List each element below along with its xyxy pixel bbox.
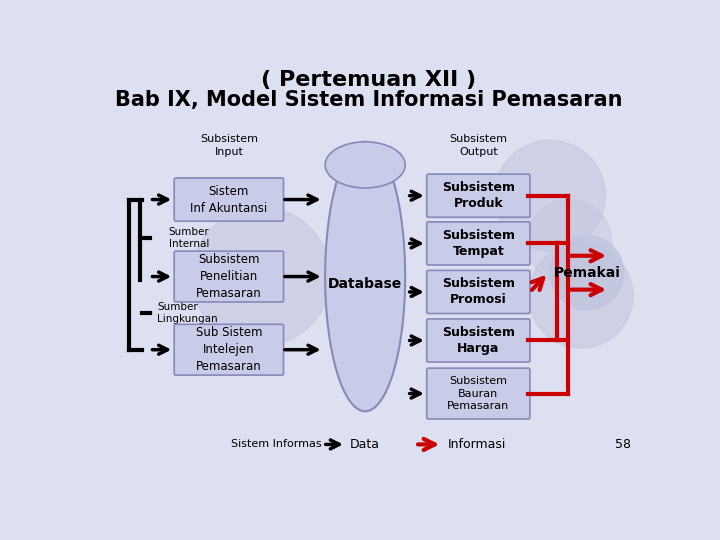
Text: Data: Data [350,438,379,451]
Circle shape [550,236,624,309]
FancyBboxPatch shape [174,325,284,375]
Text: Sumber
Lingkungan: Sumber Lingkungan [157,301,218,324]
Circle shape [527,200,611,284]
Text: Subsistem
Tempat: Subsistem Tempat [442,229,515,258]
Text: Pemakai: Pemakai [554,266,621,280]
FancyBboxPatch shape [174,178,284,221]
Text: Database: Database [328,277,402,291]
Text: Subsistem
Bauran
Pemasaran: Subsistem Bauran Pemasaran [447,376,510,411]
Text: Subsistem
Promosi: Subsistem Promosi [442,278,515,306]
Text: Sistem Informas: Sistem Informas [230,440,321,449]
FancyBboxPatch shape [427,319,530,362]
Text: Sumber
Internal: Sumber Internal [168,227,210,249]
FancyBboxPatch shape [92,65,647,120]
Circle shape [528,244,633,348]
FancyBboxPatch shape [427,271,530,314]
Text: Subsistem
Output: Subsistem Output [449,134,508,157]
Circle shape [192,207,330,346]
Circle shape [495,140,606,251]
FancyBboxPatch shape [427,174,530,217]
Text: Subsistem
Produk: Subsistem Produk [442,181,515,210]
Text: Sub Sistem
Intelejen
Pemasaran: Sub Sistem Intelejen Pemasaran [196,326,262,373]
FancyBboxPatch shape [427,222,530,265]
Ellipse shape [325,142,405,188]
Ellipse shape [325,142,405,411]
Text: Informasi: Informasi [448,438,506,451]
Text: Subsistem
Penelitian
Pemasaran: Subsistem Penelitian Pemasaran [196,253,262,300]
Text: Sistem
Inf Akuntansi: Sistem Inf Akuntansi [190,185,268,214]
Text: 58: 58 [615,438,631,451]
FancyBboxPatch shape [174,251,284,302]
FancyBboxPatch shape [427,368,530,419]
Text: Subsistem
Harga: Subsistem Harga [442,326,515,355]
Text: Subsistem
Input: Subsistem Input [200,134,258,157]
Text: Bab IX, Model Sistem Informasi Pemasaran: Bab IX, Model Sistem Informasi Pemasaran [115,90,623,110]
Text: ( Pertemuan XII ): ( Pertemuan XII ) [261,70,477,90]
